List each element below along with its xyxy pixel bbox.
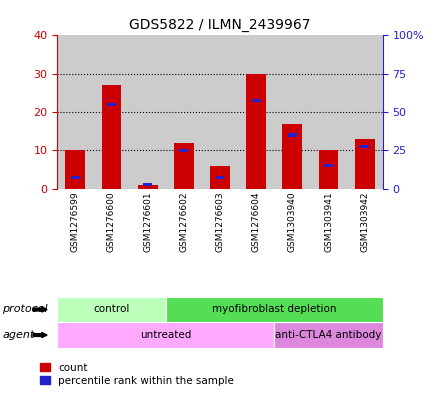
Bar [360,145,369,148]
Text: agent: agent [2,330,34,340]
Text: protocol: protocol [2,305,48,314]
Text: untreated: untreated [140,330,191,340]
Bar [210,165,230,189]
Bar [166,297,383,322]
Bar [66,150,85,189]
Text: anti-CTLA4 antibody: anti-CTLA4 antibody [275,330,382,340]
Bar [282,123,302,189]
Bar [319,150,338,189]
Bar [180,149,188,152]
Bar [355,139,375,189]
Bar [57,297,166,322]
Bar [274,322,383,348]
Bar [288,134,297,136]
Bar [71,176,80,179]
Legend: count, percentile rank within the sample: count, percentile rank within the sample [40,363,234,386]
Bar [102,85,121,189]
Bar [138,185,158,189]
Bar [324,164,333,167]
Bar [246,73,266,189]
Bar [57,322,274,348]
Text: myofibroblast depletion: myofibroblast depletion [212,305,337,314]
Bar [252,99,260,102]
Bar [107,103,116,106]
Text: control: control [93,305,130,314]
Title: GDS5822 / ILMN_2439967: GDS5822 / ILMN_2439967 [129,18,311,31]
Bar [216,176,224,179]
Bar [143,183,152,186]
Bar [174,143,194,189]
